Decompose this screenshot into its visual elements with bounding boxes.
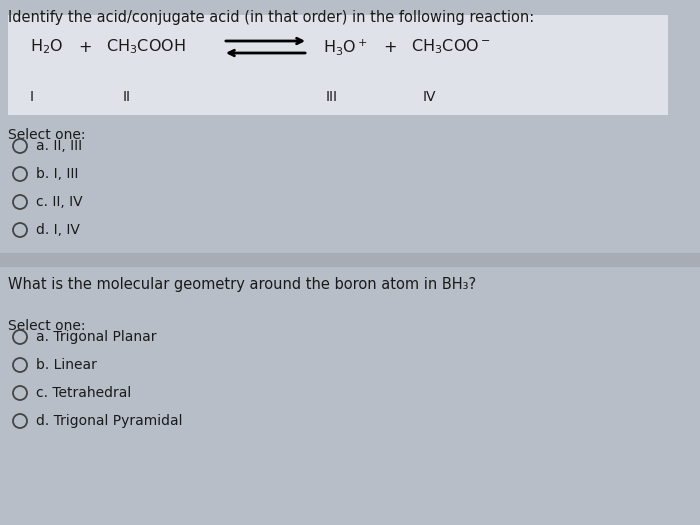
Text: a. II, III: a. II, III (36, 139, 82, 153)
Bar (0, 267, 700, 525)
Bar (0, 0, 700, 255)
Text: d. Trigonal Pyramidal: d. Trigonal Pyramidal (36, 414, 183, 428)
Bar (0, 253, 700, 267)
Text: H$_2$O: H$_2$O (30, 38, 64, 56)
Text: +: + (383, 39, 396, 55)
Text: b. I, III: b. I, III (36, 167, 78, 181)
Text: CH$_3$COO$^-$: CH$_3$COO$^-$ (411, 38, 491, 56)
Text: III: III (326, 90, 338, 104)
Text: c. Tetrahedral: c. Tetrahedral (36, 386, 132, 400)
Text: b. Linear: b. Linear (36, 358, 97, 372)
Text: I: I (30, 90, 34, 104)
Text: What is the molecular geometry around the boron atom in BH₃?: What is the molecular geometry around th… (8, 277, 476, 292)
Text: Select one:: Select one: (8, 319, 85, 333)
Text: II: II (123, 90, 131, 104)
Text: H$_3$O$^+$: H$_3$O$^+$ (323, 37, 368, 57)
Text: c. II, IV: c. II, IV (36, 195, 83, 209)
Text: CH$_3$COOH: CH$_3$COOH (106, 38, 186, 56)
Text: +: + (78, 39, 92, 55)
Text: d. I, IV: d. I, IV (36, 223, 80, 237)
Bar (8, 15, 668, 115)
Text: IV: IV (423, 90, 437, 104)
Text: a. Trigonal Planar: a. Trigonal Planar (36, 330, 157, 344)
Text: Select one:: Select one: (8, 128, 85, 142)
Text: Identify the acid/conjugate acid (in that order) in the following reaction:: Identify the acid/conjugate acid (in tha… (8, 10, 534, 25)
